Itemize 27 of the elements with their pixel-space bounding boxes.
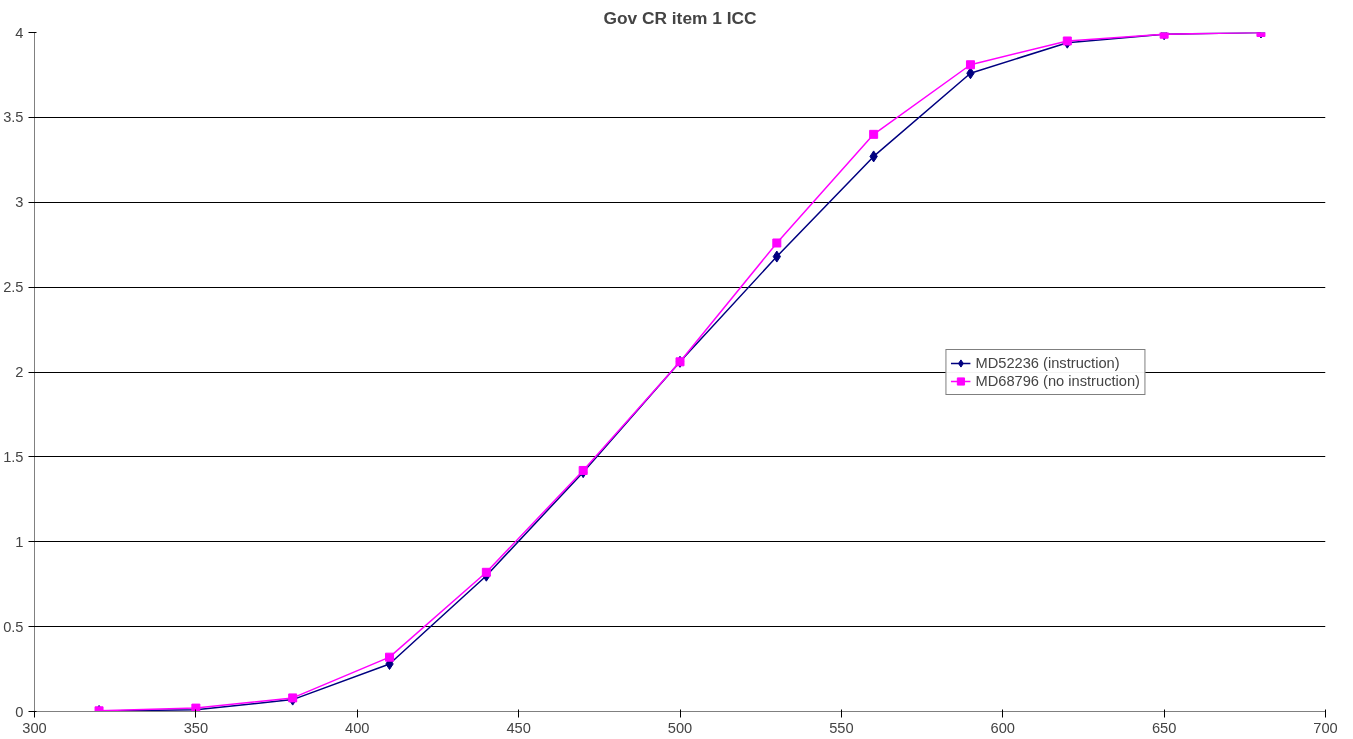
x-tick-label: 350 — [183, 719, 209, 736]
point — [481, 567, 491, 577]
y-tick-label: 3 — [15, 194, 24, 211]
point — [965, 60, 975, 70]
chart-title: Gov CR item 1 ICC — [603, 7, 758, 28]
y-tick-label: 2 — [15, 364, 24, 380]
y-tick-label: 2.5 — [3, 279, 24, 296]
x-tick-label: 500 — [667, 719, 693, 736]
point — [578, 465, 588, 475]
legend-label: MD52236 (instruction) — [975, 353, 1120, 372]
x-tick-label: 400 — [345, 719, 370, 736]
point — [385, 652, 395, 662]
x-tick-label: 650 — [1151, 719, 1177, 736]
point — [869, 129, 879, 139]
x-tick-label: 600 — [990, 719, 1015, 736]
y-tick-label: 4 — [15, 24, 24, 41]
y-tick-label: 0 — [15, 703, 24, 720]
y-tick-label: 3.5 — [3, 109, 24, 126]
point — [772, 238, 782, 248]
x-tick-label: 700 — [1313, 719, 1338, 736]
x-tick-label: 550 — [829, 719, 854, 736]
x-tick-label: 300 — [22, 719, 47, 736]
legend-label: MD68796 (no instruction) — [975, 371, 1140, 390]
x-tick-label: 450 — [506, 719, 531, 736]
y-tick-label: 1 — [15, 533, 24, 550]
y-tick-label: 1.5 — [3, 448, 24, 465]
y-tick-label: 0.5 — [3, 618, 24, 635]
